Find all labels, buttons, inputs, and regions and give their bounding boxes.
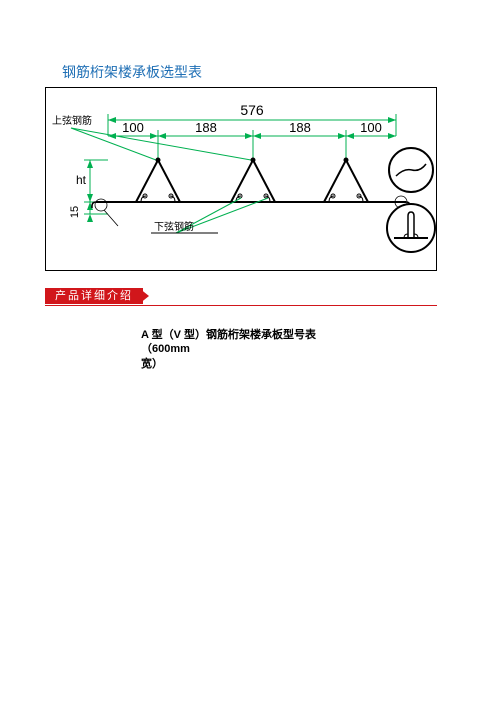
seg-label-2: 188 — [289, 120, 311, 135]
seg-label-1: 188 — [195, 120, 217, 135]
dim-left: ht 15 — [69, 160, 108, 222]
tab-underline — [45, 305, 437, 306]
spec-line2: 宽） — [141, 358, 163, 370]
detail-circle-top — [389, 148, 433, 192]
page-title: 钢筋桁架楼承板选型表 — [62, 62, 202, 82]
ht-label: ht — [76, 173, 87, 187]
seg-label-0: 100 — [122, 120, 144, 135]
detail-circle-bottom — [387, 204, 435, 252]
truss-3 — [324, 158, 368, 203]
dim-segments: 100 188 188 100 — [108, 120, 396, 160]
bottom-chord-label: 下弦钢筋 — [154, 220, 194, 233]
tab-label[interactable]: 产品详细介绍 — [45, 288, 143, 304]
tab-area: 产品详细介绍 — [45, 288, 437, 304]
seg-label-3: 100 — [360, 120, 382, 135]
truss-diagram: 576 100 188 188 100 — [45, 87, 437, 271]
dim-15-label: 15 — [69, 206, 81, 218]
bottom-chord-callout: 下弦钢筋 — [151, 198, 268, 233]
dim-total: 576 — [108, 102, 396, 136]
dim-total-label: 576 — [240, 102, 264, 118]
diagram-svg: 576 100 188 188 100 — [46, 88, 436, 270]
truss-1 — [136, 158, 180, 203]
truss-2 — [231, 158, 275, 203]
tab-triangle-icon — [139, 288, 149, 304]
spec-line1: A 型（V 型）钢筋桁架楼承板型号表（600mm — [141, 329, 316, 355]
spec-heading: A 型（V 型）钢筋桁架楼承板型号表（600mm 宽） — [141, 328, 361, 371]
detail-left — [95, 199, 118, 226]
top-chord-label: 上弦钢筋 — [52, 114, 92, 127]
